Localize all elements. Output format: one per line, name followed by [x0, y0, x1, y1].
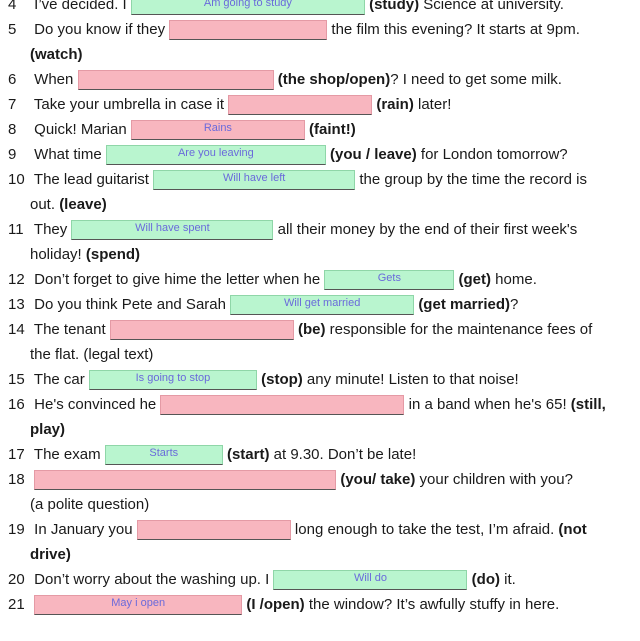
item-4: 4 I’ve decided. I Am going to study (stu… [8, 0, 564, 16]
item-10: 10 The lead guitarist Will have left the… [8, 170, 587, 190]
answer-field-17[interactable]: Starts [104, 445, 223, 465]
answer-field-10[interactable]: Will have left [153, 170, 356, 190]
answer-field-16[interactable] [160, 395, 405, 415]
answer-field-7[interactable] [228, 95, 373, 115]
item-9: 9 What time Are you leaving (you / leave… [8, 145, 568, 165]
item-10-cont: out. (leave) [30, 196, 107, 213]
item-7: 7 Take your umbrella in case it (rain) l… [8, 95, 452, 115]
answer-field-15[interactable]: Is going to stop [88, 370, 257, 390]
answer-field-18[interactable] [34, 470, 337, 490]
item-19: 19 In January you long enough to take th… [8, 520, 587, 540]
answer-field-5[interactable] [169, 20, 328, 40]
answer-field-9[interactable]: Are you leaving [105, 145, 326, 165]
item-12: 12 Don’t forget to give hime the letter … [8, 270, 537, 290]
answer-field-4[interactable]: Am going to study [130, 0, 365, 15]
item-18: 18 (you/ take) your children with you? [8, 470, 573, 490]
item-5: 5 Do you know if they the film this even… [8, 20, 580, 40]
item-16-cont: play) [30, 421, 66, 438]
answer-field-21[interactable]: May i open [34, 595, 243, 615]
item-20: 20 Don’t worry about the washing up. I W… [8, 570, 516, 590]
answer-field-12[interactable]: Gets [324, 270, 455, 290]
answer-field-11[interactable]: Will have spent [71, 220, 274, 240]
answer-field-13[interactable]: Will get married [230, 295, 415, 315]
item-14-cont: the flat. (legal text) [30, 346, 154, 363]
item-6: 6 When (the shop/open)? I need to get so… [8, 70, 562, 90]
answer-field-6[interactable] [77, 70, 274, 90]
answer-field-19[interactable] [136, 520, 291, 540]
item-18-cont: (a polite question) [30, 496, 150, 513]
answer-field-8[interactable]: Rains [130, 120, 305, 140]
item-14: 14 The tenant (be) responsible for the m… [8, 320, 593, 340]
item-21: 21 May i open (I /open) the window? It’s… [8, 595, 560, 615]
answer-field-14[interactable] [109, 320, 294, 340]
item-5-cont: (watch) [30, 46, 83, 63]
item-19-cont: drive) [30, 546, 71, 563]
item-8: 8 Quick! Marian Rains (faint!) [8, 120, 356, 140]
item-15: 15 The car Is going to stop (stop) any m… [8, 370, 519, 390]
item-13: 13 Do you think Pete and Sarah Will get … [8, 295, 519, 315]
item-11: 11 They Will have spent all their money … [8, 220, 578, 240]
item-11-cont: holiday! (spend) [30, 246, 141, 263]
item-17: 17 The exam Starts (start) at 9.30. Don’… [8, 445, 417, 465]
item-16: 16 He's convinced he in a band when he's… [8, 395, 606, 415]
answer-field-20[interactable]: Will do [273, 570, 468, 590]
